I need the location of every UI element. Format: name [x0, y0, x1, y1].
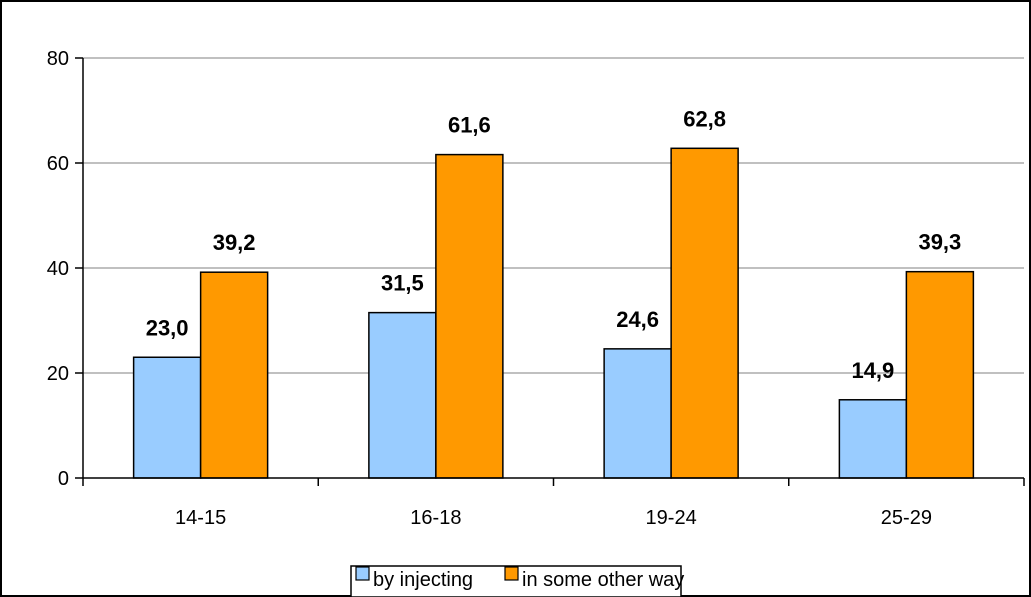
- bar-in-some-other-way-19-24: [670, 147, 739, 479]
- data-label: 39,2: [213, 230, 256, 255]
- legend-swatch-in-some-other-way: [504, 566, 519, 581]
- x-tick-label: 16-18: [410, 507, 461, 529]
- data-label: 24,6: [616, 307, 659, 332]
- bar-by-injecting-16-18: [368, 311, 437, 479]
- bar-by-injecting-14-15: [132, 356, 202, 479]
- bar-by-injecting-19-24: [603, 348, 672, 479]
- data-label: 62,8: [683, 106, 726, 131]
- data-label: 23,0: [146, 315, 189, 340]
- legend-label: by injecting: [373, 569, 473, 591]
- bars: [132, 147, 975, 479]
- x-tick-label: 14-15: [175, 507, 226, 529]
- bar-by-injecting-25-29: [838, 399, 908, 479]
- bar-in-some-other-way-16-18: [435, 153, 504, 479]
- data-label: 39,3: [918, 230, 961, 255]
- x-tick-label: 19-24: [646, 507, 697, 529]
- tick-labels: 0 20 40 60 80 14-15 16-18 19-24 25-29: [47, 48, 932, 529]
- y-tick-label: 60: [47, 153, 69, 175]
- legend-label: in some other way: [522, 569, 684, 591]
- bar-in-some-other-way-25-29: [905, 270, 975, 479]
- y-tick-label: 40: [47, 258, 69, 280]
- y-tick-label: 20: [47, 363, 69, 385]
- legend-swatch-by-injecting: [355, 566, 370, 581]
- legend: by injecting in some other way: [350, 565, 684, 597]
- data-label: 61,6: [448, 113, 491, 138]
- x-tick-label: 25-29: [881, 507, 932, 529]
- y-tick-label: 80: [47, 48, 69, 70]
- data-label: 14,9: [851, 358, 894, 383]
- axes: [75, 57, 1025, 486]
- data-labels: 23,0 39,2 31,5 61,6 24,6 62,8 14,9 39,3: [146, 106, 962, 382]
- y-tick-label: 0: [58, 468, 69, 490]
- data-label: 31,5: [381, 271, 424, 296]
- bar-in-some-other-way-14-15: [199, 271, 269, 479]
